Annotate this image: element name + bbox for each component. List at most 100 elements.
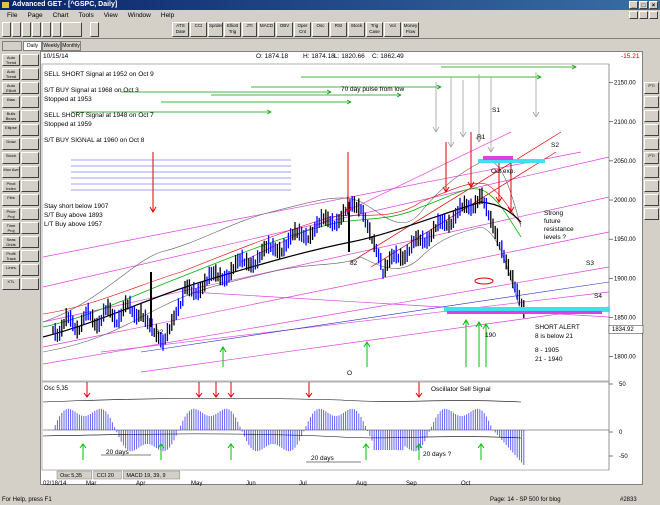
toolbar-button-19[interactable]: Trig Case xyxy=(366,22,383,37)
annotation-short-alert: SHORT ALERT xyxy=(535,324,580,331)
tool-icon-0[interactable] xyxy=(21,54,39,66)
right-tool-9[interactable] xyxy=(644,208,659,220)
toolbar-button-9[interactable]: CCI xyxy=(190,22,207,37)
close-icon[interactable]: × xyxy=(649,1,658,9)
tool-mov-ave[interactable]: Mov Ave xyxy=(2,166,20,178)
menu-view[interactable]: View xyxy=(103,12,118,19)
toolbar-button-3[interactable] xyxy=(32,22,41,37)
tool-icon-13[interactable] xyxy=(21,236,39,248)
tool-icon-11[interactable] xyxy=(21,208,39,220)
symbol-box[interactable] xyxy=(2,41,22,51)
right-tool-7[interactable] xyxy=(644,180,659,192)
mdi-restore-icon[interactable] xyxy=(639,11,648,19)
menu-file[interactable]: File xyxy=(7,12,18,19)
status-bar: For Help, press F1 Page: 14 - SP 500 for… xyxy=(0,496,660,505)
tool-auto-elliott[interactable]: Auto Elliott xyxy=(2,82,20,94)
status-help: For Help, press F1 xyxy=(2,497,52,503)
right-tool-8[interactable] xyxy=(644,194,659,206)
right-tool-6[interactable] xyxy=(644,166,659,178)
menu-bar: File Page Chart Tools View Window Help xyxy=(0,10,660,21)
right-tool-4[interactable] xyxy=(644,138,659,150)
osc-sell-arrow-head xyxy=(305,392,313,398)
menu-chart[interactable]: Chart xyxy=(52,12,69,19)
tool-bias[interactable]: Bias xyxy=(2,96,20,108)
tool-icon-9[interactable] xyxy=(21,180,39,192)
toolbar-button-2[interactable] xyxy=(22,22,31,37)
right-tool-2[interactable] xyxy=(644,110,659,122)
toolbar-button-12[interactable]: JTI xyxy=(242,22,257,37)
tool-icon-16[interactable] xyxy=(21,278,39,290)
mdi-minimize-icon[interactable] xyxy=(629,11,638,19)
right-tool-3[interactable] xyxy=(644,124,659,136)
tool-profit-track[interactable]: Profit Track xyxy=(2,250,20,262)
bar-date: 10/15/14 xyxy=(43,53,69,60)
toolbar-button-17[interactable]: RSI xyxy=(330,22,347,37)
indicator-tab-1[interactable] xyxy=(93,470,122,480)
toolbar-button-20[interactable]: Vol xyxy=(384,22,401,37)
open-value: O: 1874.18 xyxy=(256,53,289,60)
tool-seas-grids[interactable]: Seas Grids xyxy=(2,236,20,248)
menu-tools[interactable]: Tools xyxy=(78,12,94,19)
toolbar-button-21[interactable]: Money Flow xyxy=(402,22,419,37)
toolbar-button-11[interactable]: Elliott Trig xyxy=(224,22,241,37)
tab-daily[interactable]: Daily xyxy=(23,41,42,51)
annotation-v190: 190 xyxy=(485,332,496,339)
minimize-icon[interactable]: _ xyxy=(629,1,638,9)
tool-icon-8[interactable] xyxy=(21,166,39,178)
support-bar xyxy=(444,307,610,312)
tool-fibs[interactable]: Fibs xyxy=(2,194,20,206)
tool-ellipse[interactable]: Ellipse xyxy=(2,124,20,136)
toolbar-button-0[interactable] xyxy=(2,22,11,37)
tab-monthly[interactable]: Monthly xyxy=(61,41,81,51)
toolbar-button-18[interactable]: Stock xyxy=(348,22,365,37)
menu-help[interactable]: Help xyxy=(160,12,175,19)
tab-weekly[interactable]: Weekly xyxy=(42,41,61,51)
toolbar-button-14[interactable]: OBV xyxy=(276,22,293,37)
toolbar-button-1[interactable] xyxy=(12,22,21,37)
tool-icon-7[interactable] xyxy=(21,152,39,164)
tool-icon-15[interactable] xyxy=(21,264,39,276)
toolbar-button-4[interactable] xyxy=(42,22,51,37)
toolbar-button-16[interactable]: Osc xyxy=(312,22,329,37)
toolbar-button-7[interactable] xyxy=(90,22,99,37)
tool-icon-5[interactable] xyxy=(21,124,39,136)
toolbar-button-5[interactable] xyxy=(52,22,61,37)
right-tool-1[interactable] xyxy=(644,96,659,108)
price-chart[interactable]: 2150.00 2100.00 2050.00 2000.00 1950.00 1900.… xyxy=(41,52,644,486)
toolbar-button-8[interactable]: ATS Date xyxy=(172,22,189,37)
menu-window[interactable]: Window xyxy=(127,12,151,19)
tool-auto-trend[interactable]: Auto Trend xyxy=(2,54,20,66)
tool-icon-6[interactable] xyxy=(21,138,39,150)
tool-icon-4[interactable] xyxy=(21,110,39,122)
indicator-tab-0[interactable] xyxy=(56,470,93,480)
tool-price-proj[interactable]: Price Proj xyxy=(2,208,20,220)
tool-icon-1[interactable] xyxy=(21,68,39,80)
tool-icon-14[interactable] xyxy=(21,250,39,262)
mdi-close-icon[interactable] xyxy=(649,11,658,19)
right-tool-0[interactable]: PTI xyxy=(644,82,659,94)
tool-auto-trend[interactable]: Auto Trend xyxy=(2,68,20,80)
tool-bulls-bears[interactable]: Bulls Bears xyxy=(2,110,20,122)
tool-icon-10[interactable] xyxy=(21,194,39,206)
y-tick-label: 1900.00 xyxy=(614,276,636,282)
toolbar-button-15[interactable]: Oper Cnt xyxy=(294,22,311,37)
chart-panel[interactable]: 2150.00 2100.00 2050.00 2000.00 1950.00 1900.… xyxy=(40,51,644,486)
indicator-tab-2[interactable] xyxy=(123,470,181,480)
x-tick-label: 02/18/14 xyxy=(43,481,67,486)
tool-lines[interactable]: Lines xyxy=(2,264,20,276)
tool-icon-2[interactable] xyxy=(21,82,39,94)
tool-icon-3[interactable] xyxy=(21,96,39,108)
tool-draw[interactable]: Draw xyxy=(2,138,20,150)
tool-pivot-index[interactable]: Pivot Index xyxy=(2,180,20,192)
annotation-s3: S3 xyxy=(586,260,594,267)
tool-stoch[interactable]: Stoch xyxy=(2,152,20,164)
menu-page[interactable]: Page xyxy=(27,12,43,19)
tool-time-proj[interactable]: Time Proj xyxy=(2,222,20,234)
maximize-icon[interactable]: □ xyxy=(639,1,648,9)
tool-xtl[interactable]: XTL xyxy=(2,278,20,290)
toolbar-button-6[interactable] xyxy=(62,22,82,37)
tool-icon-12[interactable] xyxy=(21,222,39,234)
toolbar-button-13[interactable]: MACD xyxy=(258,22,275,37)
toolbar-button-10[interactable]: Sprdes xyxy=(208,22,223,37)
right-tool-5[interactable]: PTI xyxy=(644,152,659,164)
